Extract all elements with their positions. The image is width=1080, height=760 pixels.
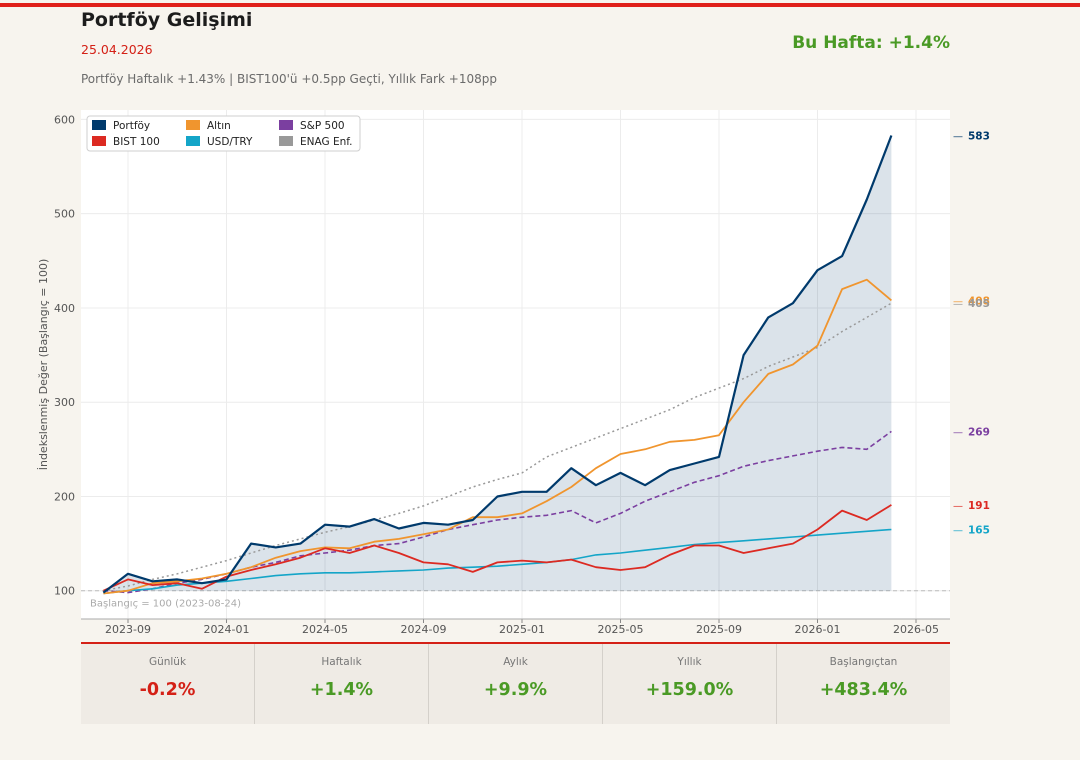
legend-swatch xyxy=(92,120,106,130)
x-tick-label: 2026-05 xyxy=(893,623,939,636)
legend-swatch xyxy=(186,136,200,146)
legend-label: BIST 100 xyxy=(113,136,160,148)
y-tick-label: 500 xyxy=(54,208,75,221)
series-line-s-p-500 xyxy=(103,430,892,594)
stats-bar: Günlük -0.2% Haftalık +1.4% Aylık +9.9% … xyxy=(81,642,950,724)
plot-area xyxy=(81,110,950,619)
end-label-dash: — xyxy=(953,501,963,512)
end-label-value: 408 xyxy=(968,295,990,307)
end-label-dash: — xyxy=(953,131,963,142)
legend-swatch xyxy=(186,120,200,130)
stat-value: +483.4% xyxy=(819,680,908,700)
weekly-change-badge: Bu Hafta: +1.4% xyxy=(792,33,950,53)
x-tick-label: 2025-09 xyxy=(696,623,742,636)
portfolio-area-fill xyxy=(103,135,892,593)
end-label-dash: — xyxy=(953,299,963,310)
stat-value: +1.4% xyxy=(309,680,374,700)
stat-label: Günlük xyxy=(148,656,187,668)
page-title: Portföy Gelişimi xyxy=(81,9,253,31)
legend-label: Altın xyxy=(207,120,231,132)
end-label-value: 583 xyxy=(968,130,990,142)
page-subtitle: Portföy Haftalık +1.43% | BIST100'ü +0.5… xyxy=(81,72,497,86)
x-tick-label: 2026-01 xyxy=(795,623,841,636)
x-tick-label: 2024-05 xyxy=(302,623,348,636)
x-tick-label: 2025-01 xyxy=(499,623,545,636)
y-tick-label: 400 xyxy=(54,302,75,315)
y-tick-label: 100 xyxy=(54,585,75,598)
y-axis-label: İndekslenmiş Değer (Başlangıç = 100) xyxy=(37,259,50,471)
y-tick-label: 200 xyxy=(54,490,75,503)
top-accent-bar xyxy=(0,3,1080,7)
legend-swatch xyxy=(279,136,293,146)
stat-yearly: Yıllık +159.0% xyxy=(602,644,776,724)
legend-label: S&P 500 xyxy=(300,120,345,132)
stat-label: Yıllık xyxy=(677,656,702,668)
end-label-value: 269 xyxy=(968,426,990,438)
portfolio-line-chart: 100 200 300 400 500 600 2023-09 2024-01 2024-05 2… xyxy=(37,110,990,636)
y-tick-label: 600 xyxy=(54,113,75,126)
end-label-value: 191 xyxy=(968,500,990,512)
legend-swatch xyxy=(279,120,293,130)
stat-since-start: Başlangıçtan +483.4% xyxy=(776,644,950,724)
baseline-note: Başlangıç = 100 (2023-08-24) xyxy=(90,599,241,610)
series-line-bist-100 xyxy=(103,504,892,592)
stat-monthly: Aylık +9.9% xyxy=(428,644,602,724)
end-label-dash: — xyxy=(953,427,963,438)
stat-value: +159.0% xyxy=(645,680,734,700)
series-line-usd-try xyxy=(103,528,892,595)
stat-daily: Günlük -0.2% xyxy=(81,644,254,724)
series-line-alt-n xyxy=(103,278,892,595)
end-label-dash: — xyxy=(953,296,963,307)
x-tick-label: 2023-09 xyxy=(105,623,151,636)
end-label-value: 165 xyxy=(968,524,990,536)
legend-label: ENAG Enf. xyxy=(300,136,353,148)
x-tick-label: 2024-09 xyxy=(401,623,447,636)
stat-value: +9.9% xyxy=(483,680,548,700)
report-date: 25.04.2026 xyxy=(81,42,153,57)
stat-weekly: Haftalık +1.4% xyxy=(254,644,428,724)
x-tick-label: 2025-05 xyxy=(598,623,644,636)
x-tick-label: 2024-01 xyxy=(204,623,250,636)
end-label-dash: — xyxy=(953,525,963,536)
end-label-value: 405 xyxy=(968,298,990,310)
legend-swatch xyxy=(92,136,106,146)
stat-label: Başlangıçtan xyxy=(829,656,898,668)
series-line-enag-enf- xyxy=(103,302,892,592)
legend-label: Portföy xyxy=(113,120,150,132)
stat-label: Aylık xyxy=(503,656,528,668)
stat-label: Haftalık xyxy=(321,656,362,668)
legend-label: USD/TRY xyxy=(207,136,253,148)
stat-value: -0.2% xyxy=(139,680,196,700)
y-tick-label: 300 xyxy=(54,396,75,409)
series-line-portf-y xyxy=(102,135,893,594)
